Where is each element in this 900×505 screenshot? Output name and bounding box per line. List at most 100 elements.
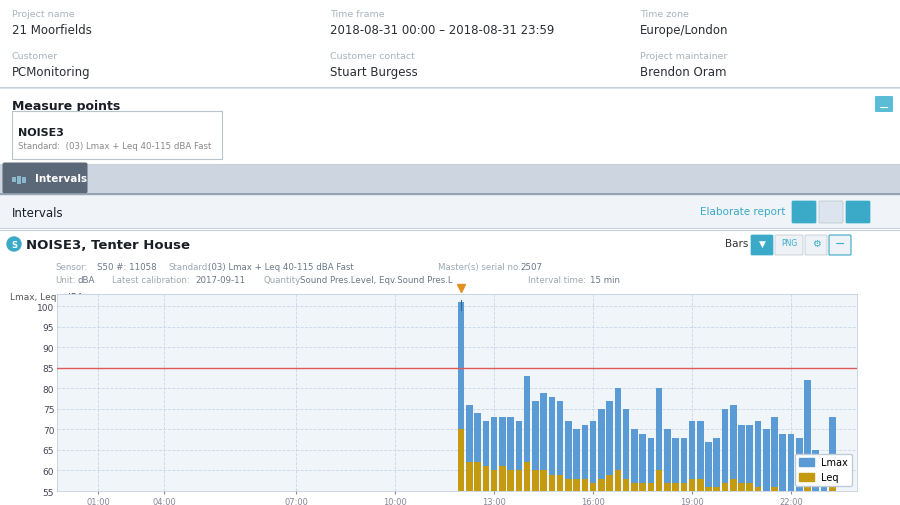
Bar	[0, 90, 900, 165]
Bar	[722, 409, 728, 491]
Bar	[598, 479, 605, 491]
Text: 21 Moorfields: 21 Moorfields	[12, 24, 92, 37]
Text: Project maintainer: Project maintainer	[640, 52, 727, 61]
Text: Interval time:: Interval time:	[528, 275, 586, 284]
Text: Latest calibration:: Latest calibration:	[112, 275, 190, 284]
Bar	[581, 426, 588, 491]
Bar	[524, 376, 530, 491]
Bar	[706, 442, 712, 491]
FancyBboxPatch shape	[792, 201, 816, 224]
Text: ▼: ▼	[759, 239, 765, 248]
Bar	[466, 463, 472, 491]
Bar	[0, 165, 900, 194]
Bar	[688, 421, 696, 491]
Text: Time frame: Time frame	[330, 10, 384, 19]
Bar	[482, 421, 490, 491]
Text: Time zone: Time zone	[640, 10, 688, 19]
Bar	[697, 479, 704, 491]
Text: Standard:  (03) Lmax + Leq 40-115 dBA Fast: Standard: (03) Lmax + Leq 40-115 dBA Fas…	[18, 142, 212, 150]
Bar	[0, 0, 900, 88]
Bar	[532, 471, 538, 491]
Bar	[474, 413, 481, 491]
FancyBboxPatch shape	[829, 235, 851, 256]
Text: Lmax, Leq : dBA: Lmax, Leq : dBA	[10, 292, 83, 301]
Text: Master(s) serial no.:: Master(s) serial no.:	[438, 263, 524, 272]
Bar	[805, 463, 811, 491]
Text: 15 min: 15 min	[590, 275, 620, 284]
Text: Brendon Oram: Brendon Oram	[640, 66, 726, 79]
Text: Stuart Burgess: Stuart Burgess	[330, 66, 418, 79]
Text: Intervals: Intervals	[35, 174, 87, 184]
Text: Quantity:: Quantity:	[263, 275, 302, 284]
FancyBboxPatch shape	[805, 235, 827, 256]
Bar	[474, 463, 481, 491]
Text: Elaborate report: Elaborate report	[700, 207, 786, 217]
Bar	[829, 487, 835, 491]
Bar	[714, 438, 720, 491]
FancyBboxPatch shape	[819, 201, 843, 224]
Bar	[581, 479, 588, 491]
Text: PNG: PNG	[781, 239, 797, 248]
Text: 2017-09-11: 2017-09-11	[195, 275, 245, 284]
Bar	[548, 397, 555, 491]
Bar	[639, 434, 646, 491]
Bar	[697, 421, 704, 491]
Bar	[573, 479, 580, 491]
Bar	[466, 405, 472, 491]
Bar	[590, 483, 597, 491]
Legend: Lmax, Leq: Lmax, Leq	[796, 453, 852, 486]
FancyBboxPatch shape	[875, 97, 893, 113]
FancyBboxPatch shape	[12, 112, 222, 160]
Bar	[771, 417, 778, 491]
Text: Europe/London: Europe/London	[640, 24, 728, 37]
Bar	[714, 487, 720, 491]
Bar	[647, 483, 654, 491]
Text: −: −	[878, 102, 889, 115]
Bar	[771, 487, 778, 491]
Bar	[805, 380, 811, 491]
Bar	[779, 434, 786, 491]
Bar	[706, 487, 712, 491]
Bar	[656, 389, 662, 491]
Bar	[813, 450, 819, 491]
Bar	[829, 417, 835, 491]
Text: S50 #: 11058: S50 #: 11058	[97, 263, 157, 272]
Bar	[639, 483, 646, 491]
Bar	[557, 401, 563, 491]
Text: Unit:: Unit:	[55, 275, 76, 284]
Text: Bars: Bars	[725, 238, 749, 248]
Bar	[607, 475, 613, 491]
Text: Measure points: Measure points	[12, 100, 121, 113]
Bar	[458, 302, 464, 491]
Text: 2507: 2507	[520, 263, 542, 272]
Bar	[615, 471, 621, 491]
Bar	[590, 421, 597, 491]
Bar	[623, 409, 629, 491]
Bar	[730, 405, 736, 491]
Bar	[664, 430, 670, 491]
Bar	[821, 463, 827, 491]
Bar	[763, 430, 769, 491]
Text: S: S	[11, 240, 17, 249]
Bar	[722, 483, 728, 491]
Bar	[607, 401, 613, 491]
Bar	[482, 467, 490, 491]
Bar	[680, 438, 687, 491]
Bar	[738, 426, 745, 491]
Bar	[458, 430, 464, 491]
Text: 2018-08-31 00:00 – 2018-08-31 23:59: 2018-08-31 00:00 – 2018-08-31 23:59	[330, 24, 554, 37]
Bar	[548, 475, 555, 491]
Bar	[755, 487, 761, 491]
FancyBboxPatch shape	[3, 163, 87, 194]
Bar	[0, 229, 900, 505]
Bar	[647, 438, 654, 491]
FancyBboxPatch shape	[775, 235, 803, 256]
Bar	[540, 471, 547, 491]
Bar	[540, 393, 547, 491]
Bar	[631, 430, 637, 491]
Bar	[508, 417, 514, 491]
Text: ⚙: ⚙	[812, 238, 821, 248]
Bar	[17, 177, 21, 185]
Bar	[746, 426, 753, 491]
Bar	[598, 409, 605, 491]
